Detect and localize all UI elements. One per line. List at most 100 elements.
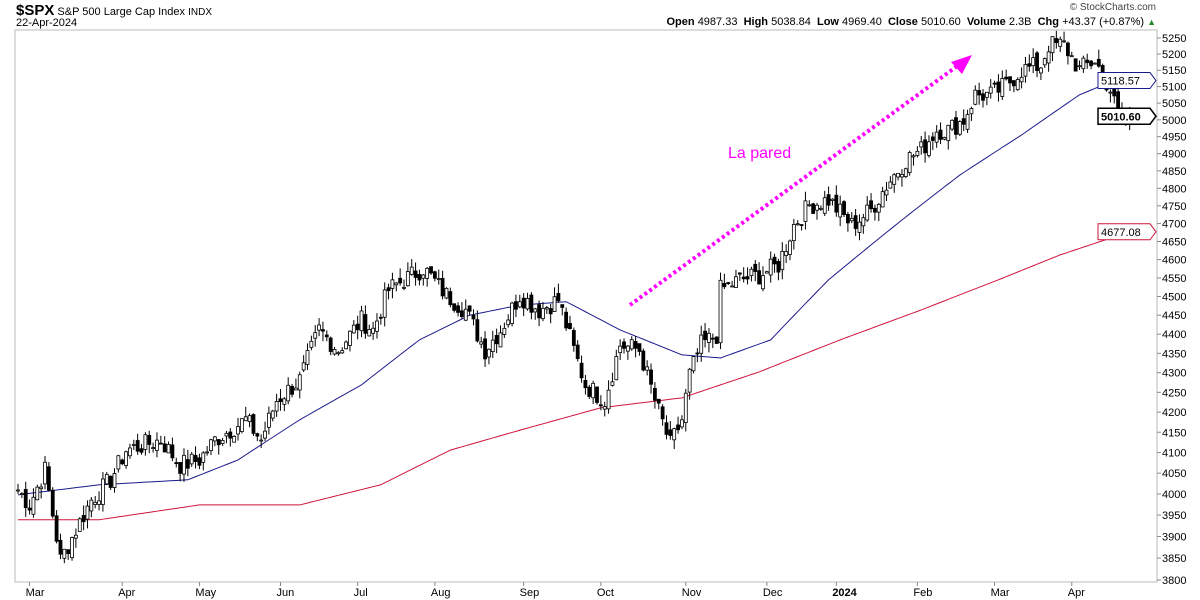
candle [927,135,931,158]
candle [973,85,978,106]
candle-body [351,324,356,334]
candle [776,258,781,281]
candle-body [506,319,511,326]
candle [459,302,464,319]
candle [1085,53,1090,69]
candle [332,346,337,356]
candle [703,323,707,348]
candle [351,320,356,334]
candle-body [1031,57,1036,67]
candle-body [251,414,256,434]
candle [224,430,229,444]
candle-body [1004,76,1009,80]
candle [571,327,576,352]
candle-body [927,141,931,156]
candle [448,287,453,308]
candle [930,132,935,151]
y-tick-label: 5250 [1162,33,1186,45]
candle-body [680,419,684,428]
candle [768,251,773,283]
candle-body [992,82,997,85]
candle-body [487,348,491,358]
candle [869,193,873,213]
y-tick-label: 4000 [1162,489,1186,501]
candle [896,172,900,181]
candle [104,471,109,486]
candle [880,186,885,208]
candle-body [459,310,464,318]
candle-body [606,389,611,410]
y-tick-label: 5100 [1162,82,1186,94]
candle [1081,55,1086,73]
candle [162,436,167,453]
candle [270,409,275,422]
moving-averages [17,80,1130,521]
candle [799,224,804,231]
candle [780,242,785,280]
candle-body [120,459,125,465]
candle-body [529,294,534,313]
candle [707,328,711,353]
candle [182,448,186,482]
candle-body [93,501,98,505]
candle [97,491,101,511]
candle-body [984,91,989,98]
candle [120,458,125,466]
open-value: 4987.33 [697,16,738,28]
candle-body [761,275,765,290]
candle [622,338,626,354]
candle-body [691,356,696,372]
y-tick-label: 4750 [1162,201,1186,213]
candle-body [170,444,175,459]
candle [795,220,800,226]
candle-body [278,398,283,403]
candle [290,383,294,398]
candle [649,363,653,394]
candle [606,380,611,414]
candle [390,272,395,299]
candle-body [969,108,974,115]
candle-body [236,426,240,435]
candle [849,212,854,224]
candle-body [977,90,982,96]
candle-body [957,121,962,135]
candle-body [282,398,287,405]
y-tick-label: 5000 [1162,115,1186,127]
candle-body [907,152,912,173]
quote-bar: Open 4987.33 High 5038.84 Low 4969.40 Cl… [667,16,1157,28]
candle [402,279,406,291]
candle-body [31,496,36,515]
last-close-tag-text: 5010.60 [1101,111,1141,123]
candle-body [834,194,839,213]
candle [903,167,908,179]
candle [695,348,700,363]
candle-body [660,406,665,420]
candle [1000,70,1005,101]
candle [1050,36,1055,62]
candle-body [97,500,101,505]
candle-body [43,461,47,485]
candle-body [857,221,862,233]
candle [31,488,36,518]
candle-body [1054,38,1059,44]
volume-value: 2.3B [1008,16,1032,28]
candle-body [259,439,264,442]
x-tick-label: Jul [354,587,368,599]
candle [340,347,345,354]
y-tick-label: 4900 [1162,149,1186,161]
candle [1011,80,1016,93]
candle [39,483,44,499]
candle [822,190,827,217]
arrow-head-icon [951,55,972,74]
candle [247,413,252,428]
candle [27,499,32,515]
candle [687,367,692,400]
candle-body [521,297,526,309]
candle [50,487,55,519]
price-tags: 5118.57 4677.08 5010.60 [1097,72,1157,241]
candle-body [386,287,391,292]
candle-body [39,486,44,490]
candle [1062,31,1066,43]
candle [529,292,534,320]
